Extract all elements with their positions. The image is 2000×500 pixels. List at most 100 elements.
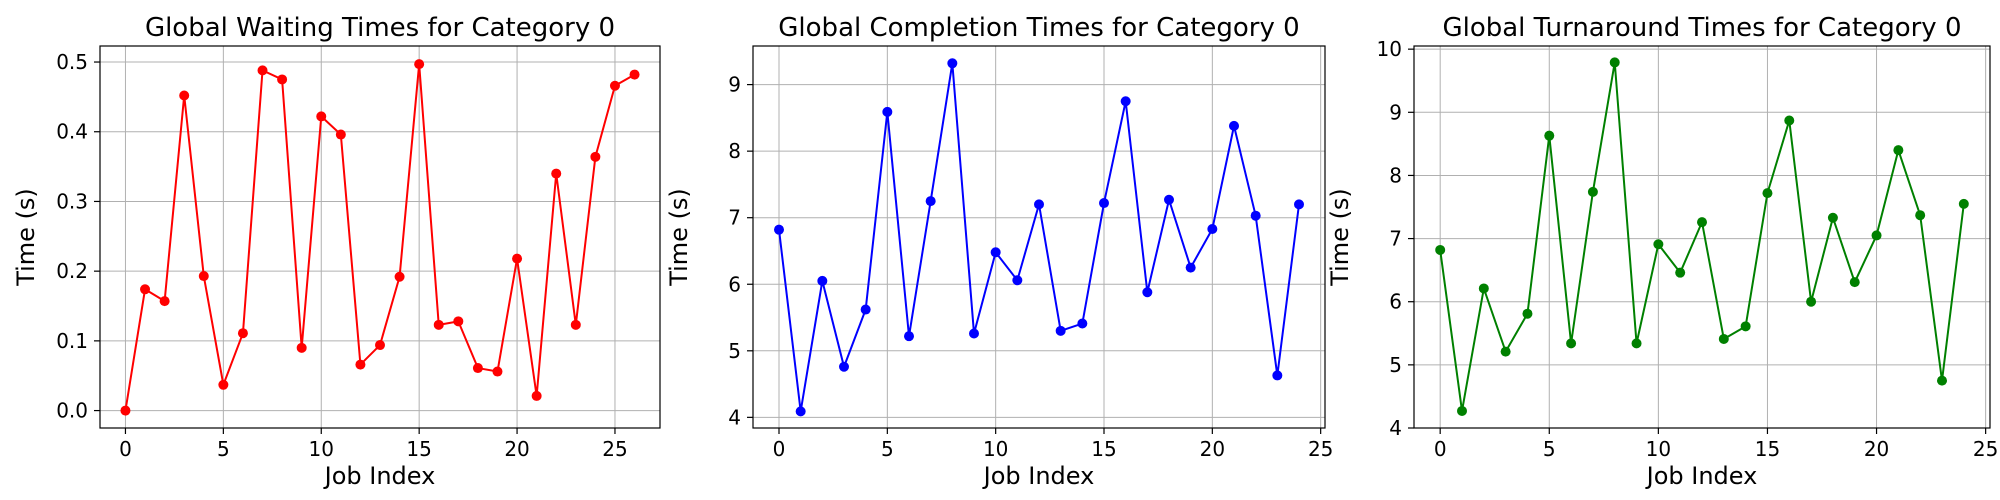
data-point	[1272, 370, 1283, 381]
data-point	[839, 361, 849, 372]
data-point	[1937, 375, 1947, 386]
data-point	[1566, 338, 1577, 349]
data-point	[1142, 287, 1153, 298]
data-point	[198, 271, 209, 282]
x-tick-label: 15	[1755, 437, 1780, 461]
data-point	[1077, 318, 1088, 329]
data-point	[237, 328, 248, 339]
x-tick-label: 20	[1864, 437, 1889, 461]
data-point	[882, 106, 893, 117]
data-point	[947, 58, 958, 69]
data-point	[1055, 325, 1066, 336]
data-point	[1740, 321, 1751, 332]
data-point	[1609, 57, 1620, 68]
data-point	[492, 366, 503, 377]
y-tick-label: 8	[728, 139, 741, 163]
data-point	[316, 111, 327, 122]
series-line	[124, 63, 636, 411]
data-point	[1827, 212, 1838, 223]
data-point	[433, 319, 444, 330]
data-point	[1185, 262, 1196, 273]
data-point	[1500, 346, 1511, 357]
data-point	[277, 74, 288, 85]
plot-frame	[99, 45, 661, 429]
data-point	[817, 275, 828, 286]
data-point	[1120, 96, 1131, 107]
chart-panel-2: 0 5 10 15 20 25 4 5 6 7 8 9 Global Completion Times …	[665, 13, 1333, 490]
data-point	[1457, 405, 1467, 416]
y-axis-label: Time (s)	[12, 188, 40, 287]
chart-panel-1: 0 5 10 15 20 25 0.0 0.1 0.2 0.3 0.4 0.5 Global Waiti…	[12, 13, 661, 490]
x-tick-label: 15	[406, 437, 431, 461]
x-tick-label: 15	[1091, 437, 1116, 461]
data-point	[1849, 277, 1860, 288]
data-point	[1653, 239, 1664, 250]
x-axis-label: Job Index	[982, 462, 1095, 490]
data-point	[774, 224, 784, 235]
data-point	[860, 304, 871, 315]
x-tick-label: 25	[1308, 437, 1333, 461]
y-tick-label: 7	[728, 206, 741, 230]
data-point	[394, 271, 405, 282]
x-tick-label: 25	[1973, 437, 1998, 461]
series-line	[778, 62, 1300, 413]
data-point	[218, 379, 229, 390]
data-point	[551, 168, 562, 179]
x-tick-label: 10	[309, 437, 334, 461]
y-tick-label: 9	[1389, 100, 1402, 124]
data-point	[120, 405, 131, 416]
series-line	[1439, 61, 1965, 412]
chart-title: Global Waiting Times for Category 0	[145, 13, 615, 43]
data-point	[1207, 224, 1218, 235]
y-tick-label: 0.5	[56, 50, 88, 74]
y-tick-label: 4	[1389, 416, 1402, 440]
data-point	[795, 406, 806, 417]
x-tick-label: 10	[983, 437, 1008, 461]
data-point	[1522, 308, 1533, 319]
y-tick-label: 8	[1389, 163, 1402, 187]
data-point	[159, 296, 170, 307]
y-tick-label: 0.1	[56, 329, 88, 353]
data-point	[590, 151, 601, 162]
y-tick-label: 4	[728, 405, 741, 429]
x-tick-label: 10	[1646, 437, 1671, 461]
data-point	[1697, 217, 1707, 228]
chart-panel-3: 0 5 10 15 20 25 4 5 6 7 8 9 10 Global Turnaround Time…	[1326, 13, 1998, 490]
data-point	[1034, 199, 1044, 210]
plot-frame	[1413, 45, 1991, 429]
data-point	[414, 59, 425, 70]
data-point	[1958, 198, 1969, 209]
y-tick-label: 6	[728, 272, 741, 296]
data-point	[1718, 333, 1729, 344]
x-tick-label: 25	[602, 437, 627, 461]
data-point	[375, 340, 385, 351]
data-point	[1435, 244, 1446, 255]
data-point	[1544, 130, 1555, 141]
data-point	[990, 247, 1001, 258]
y-tick-label: 10	[1377, 37, 1402, 61]
y-axis-label: Time (s)	[1326, 188, 1354, 287]
x-tick-label: 0	[119, 437, 132, 461]
data-point	[335, 129, 346, 140]
data-point	[609, 80, 620, 91]
data-point	[629, 69, 640, 80]
data-point	[1915, 210, 1926, 221]
y-tick-label: 0.3	[56, 189, 88, 213]
data-point	[1250, 210, 1261, 221]
chart-title: Global Turnaround Times for Category 0	[1442, 13, 1961, 43]
data-point	[1675, 267, 1686, 278]
y-tick-label: 0.2	[56, 259, 88, 283]
data-point	[355, 359, 366, 370]
data-point	[512, 253, 523, 264]
data-point	[179, 90, 190, 101]
data-point	[1164, 194, 1174, 205]
data-point	[257, 65, 268, 76]
x-tick-label: 20	[504, 437, 529, 461]
data-point	[296, 342, 307, 353]
data-point	[1294, 199, 1304, 210]
y-tick-label: 9	[728, 73, 741, 97]
plot-frame	[752, 45, 1326, 429]
data-point	[1784, 115, 1795, 126]
data-point	[1099, 198, 1109, 209]
y-tick-label: 7	[1389, 227, 1402, 251]
